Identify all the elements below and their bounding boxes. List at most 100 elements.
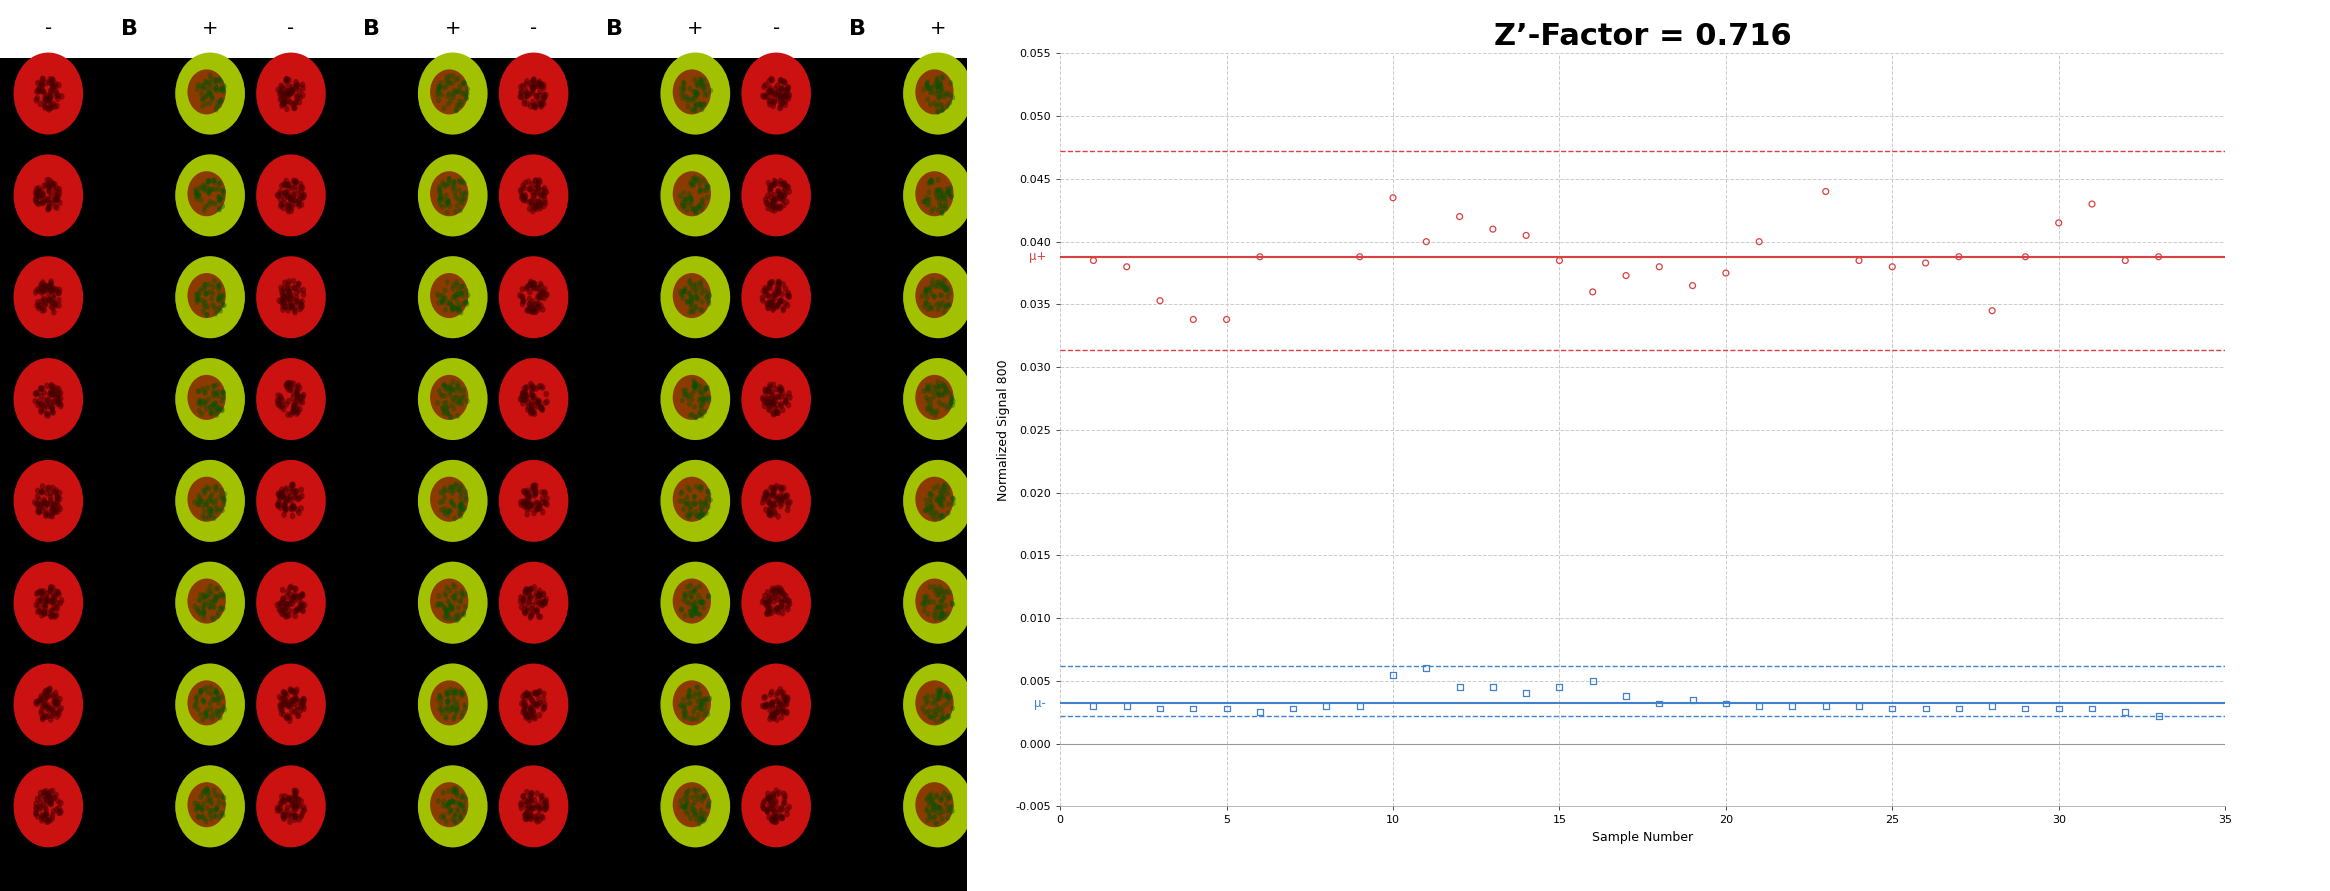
Ellipse shape [256,358,326,440]
FancyBboxPatch shape [0,58,967,891]
Point [1673,279,1710,293]
Ellipse shape [207,282,212,288]
Ellipse shape [944,304,948,309]
Ellipse shape [301,706,308,712]
Ellipse shape [769,207,774,213]
Ellipse shape [538,504,543,511]
Ellipse shape [289,595,294,601]
Ellipse shape [280,798,284,805]
Ellipse shape [42,99,47,105]
Ellipse shape [461,691,466,697]
Ellipse shape [778,603,783,609]
Ellipse shape [538,81,545,87]
Ellipse shape [49,104,54,110]
Ellipse shape [200,615,207,621]
Ellipse shape [51,795,56,801]
Ellipse shape [534,599,538,605]
Ellipse shape [690,199,694,205]
Ellipse shape [284,593,289,600]
Ellipse shape [944,691,948,697]
Ellipse shape [457,287,461,293]
Ellipse shape [450,485,454,491]
Ellipse shape [289,698,294,704]
Ellipse shape [56,494,61,501]
Ellipse shape [51,286,58,292]
Ellipse shape [944,287,948,292]
Ellipse shape [776,94,781,102]
Ellipse shape [461,180,466,186]
Ellipse shape [937,200,941,205]
Ellipse shape [690,716,694,722]
Ellipse shape [210,296,214,301]
Ellipse shape [47,705,51,711]
Ellipse shape [198,711,203,717]
Ellipse shape [692,101,697,106]
Ellipse shape [289,802,294,809]
Ellipse shape [771,399,776,405]
Ellipse shape [44,412,49,418]
Ellipse shape [937,109,941,115]
Ellipse shape [221,801,226,807]
Ellipse shape [459,192,464,198]
Ellipse shape [939,303,944,309]
Ellipse shape [934,79,939,85]
Ellipse shape [685,502,690,507]
Ellipse shape [298,196,303,202]
Ellipse shape [291,177,296,184]
Ellipse shape [296,713,301,719]
Ellipse shape [690,602,694,608]
Ellipse shape [774,496,778,503]
Ellipse shape [277,701,284,707]
Ellipse shape [438,706,443,712]
Ellipse shape [764,301,771,307]
Ellipse shape [44,596,49,602]
Ellipse shape [284,602,289,609]
Ellipse shape [524,101,531,107]
Ellipse shape [925,295,930,301]
Ellipse shape [221,606,226,611]
Ellipse shape [694,282,699,288]
Ellipse shape [932,584,937,590]
Ellipse shape [193,800,198,806]
Point [2139,249,2176,264]
Ellipse shape [541,495,545,502]
Ellipse shape [701,201,706,208]
Ellipse shape [207,584,212,589]
Ellipse shape [538,404,543,411]
Ellipse shape [44,411,51,417]
Ellipse shape [764,701,769,707]
Ellipse shape [776,698,781,704]
Ellipse shape [40,489,44,495]
Ellipse shape [529,586,534,593]
Ellipse shape [769,76,774,82]
Ellipse shape [774,397,778,404]
Ellipse shape [543,189,550,195]
Ellipse shape [44,486,49,492]
Ellipse shape [531,482,538,489]
Ellipse shape [685,794,690,800]
Ellipse shape [527,593,531,600]
Ellipse shape [296,385,303,391]
Ellipse shape [37,101,42,107]
Ellipse shape [198,198,203,203]
Ellipse shape [214,81,219,86]
Ellipse shape [200,717,205,723]
Ellipse shape [529,594,534,601]
Ellipse shape [275,500,282,507]
Ellipse shape [40,595,44,602]
Ellipse shape [49,608,54,614]
Ellipse shape [706,290,711,296]
Ellipse shape [210,597,217,602]
Ellipse shape [534,609,541,615]
Ellipse shape [692,388,697,393]
Ellipse shape [934,696,939,702]
Ellipse shape [531,486,536,492]
Ellipse shape [916,681,953,725]
Ellipse shape [445,280,450,285]
Ellipse shape [210,800,214,806]
Ellipse shape [35,200,42,208]
Ellipse shape [781,592,788,598]
Ellipse shape [527,712,531,718]
Ellipse shape [683,809,687,814]
Ellipse shape [704,503,708,508]
